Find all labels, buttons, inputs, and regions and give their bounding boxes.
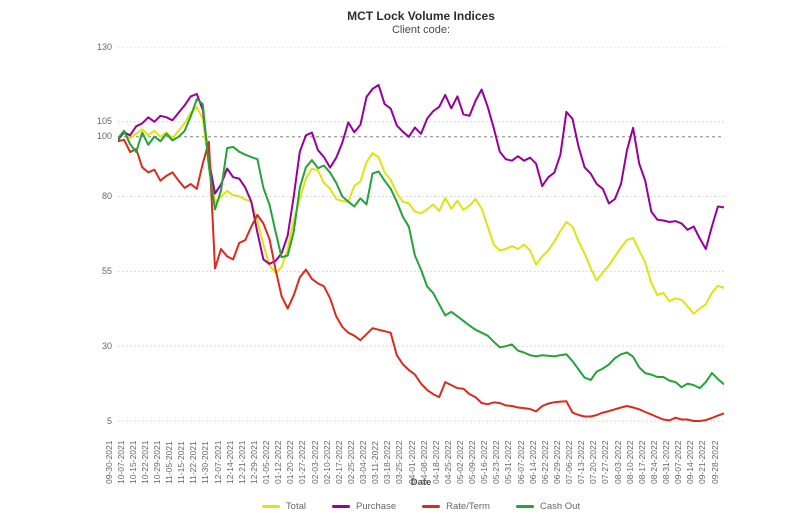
x-tick-label: 10-29-2021 — [151, 440, 162, 484]
y-tick-label: 130 — [96, 41, 112, 52]
series-line-cash-out — [118, 98, 724, 390]
x-tick-label: 01-27-2022 — [297, 440, 308, 484]
legend-swatch-purchase — [331, 505, 350, 508]
legend-item-rate-term[interactable]: Rate/Term — [422, 501, 490, 512]
x-tick-label: 04-01-2022 — [406, 440, 417, 484]
x-tick-label: 11-22-2021 — [188, 441, 199, 484]
x-tick-label: 11-15-2021 — [176, 441, 187, 484]
legend-label: Total — [285, 501, 306, 512]
x-tick-label: 04-08-2022 — [418, 440, 429, 484]
legend-label: Purchase — [355, 501, 397, 512]
x-tick-label: 12-14-2021 — [224, 440, 235, 484]
x-tick-label: 08-10-2022 — [624, 440, 635, 484]
x-tick-label: 09-28-2022 — [709, 440, 720, 484]
legend-label: Cash Out — [539, 501, 581, 512]
x-tick-label: 08-31-2022 — [661, 440, 672, 484]
x-tick-label: 09-14-2022 — [685, 440, 696, 484]
series-line-purchase — [118, 84, 724, 265]
x-tick-label: 03-11-2022 — [370, 441, 381, 484]
y-tick-label: 55 — [101, 265, 112, 276]
x-tick-label: 04-18-2022 — [430, 440, 441, 484]
legend-swatch-total — [261, 505, 280, 508]
x-tick-label: 12-07-2021 — [212, 440, 223, 484]
x-tick-label: 09-30-2021 — [103, 440, 114, 484]
x-tick-label: 06-22-2022 — [539, 440, 550, 484]
x-tick-label: 10-22-2021 — [139, 440, 150, 484]
x-tick-label: 07-27-2022 — [600, 440, 611, 484]
x-tick-label: 02-25-2022 — [345, 440, 356, 484]
x-tick-label: 11-05-2021 — [164, 441, 175, 484]
y-tick-label: 80 — [101, 191, 112, 202]
x-tick-label: 01-20-2022 — [285, 440, 296, 484]
series-line-total — [118, 106, 724, 315]
x-tick-label: 05-23-2022 — [491, 440, 502, 484]
legend-swatch-cash-out — [515, 505, 534, 508]
chart-title: MCT Lock Volume Indices — [347, 9, 495, 23]
x-tick-label: 02-10-2022 — [321, 440, 332, 484]
x-tick-label: 02-17-2022 — [333, 440, 344, 484]
x-tick-label: 04-25-2022 — [442, 440, 453, 484]
legend-item-total[interactable]: Total — [261, 501, 306, 512]
y-tick-label: 100 — [96, 131, 112, 142]
x-tick-label: 12-21-2021 — [236, 440, 247, 484]
x-tick-label: 01-12-2022 — [273, 440, 284, 484]
x-tick-label: 11-30-2021 — [200, 441, 211, 484]
x-tick-label: 06-07-2022 — [515, 440, 526, 484]
x-tick-label: 01-05-2022 — [261, 440, 272, 484]
x-tick-label: 05-31-2022 — [503, 440, 514, 484]
y-tick-label: 5 — [106, 415, 112, 426]
legend-item-cash-out[interactable]: Cash Out — [515, 501, 581, 512]
x-tick-label: 03-25-2022 — [394, 440, 405, 484]
x-tick-label: 06-14-2022 — [527, 440, 538, 484]
x-tick-label: 07-20-2022 — [588, 440, 599, 484]
x-tick-label: 06-29-2022 — [551, 440, 562, 484]
x-tick-label: 10-15-2021 — [127, 440, 138, 484]
legend: Total Purchase Rate/Term Cash Out — [118, 501, 724, 512]
x-tick-label: 09-07-2022 — [673, 440, 684, 484]
legend-item-purchase[interactable]: Purchase — [331, 501, 397, 512]
x-tick-label: 07-06-2022 — [564, 440, 575, 484]
x-tick-label: 08-24-2022 — [648, 440, 659, 484]
x-tick-label: 05-09-2022 — [467, 440, 478, 484]
x-axis-title: Date — [410, 477, 432, 488]
x-tick-label: 05-16-2022 — [479, 440, 490, 484]
x-tick-label: 03-18-2022 — [382, 440, 393, 484]
x-tick-label: 08-17-2022 — [636, 440, 647, 484]
x-tick-label: 03-04-2022 — [358, 440, 369, 484]
chart-subtitle: Client code: — [391, 24, 451, 36]
x-tick-label: 08-03-2022 — [612, 440, 623, 484]
x-tick-label: 09-21-2022 — [697, 440, 708, 484]
x-tick-label: 10-07-2021 — [115, 440, 126, 484]
legend-swatch-rate-term — [422, 505, 441, 508]
y-tick-label: 30 — [101, 340, 112, 351]
legend-label: Rate/Term — [446, 501, 490, 512]
y-tick-label: 105 — [96, 116, 112, 127]
x-tick-label: 05-02-2022 — [454, 440, 465, 484]
plot-area — [118, 47, 724, 422]
x-tick-label: 12-29-2021 — [248, 440, 259, 484]
x-tick-label: 02-03-2022 — [309, 440, 320, 484]
x-tick-label: 07-13-2022 — [576, 440, 587, 484]
series-line-rate-term — [118, 138, 724, 422]
